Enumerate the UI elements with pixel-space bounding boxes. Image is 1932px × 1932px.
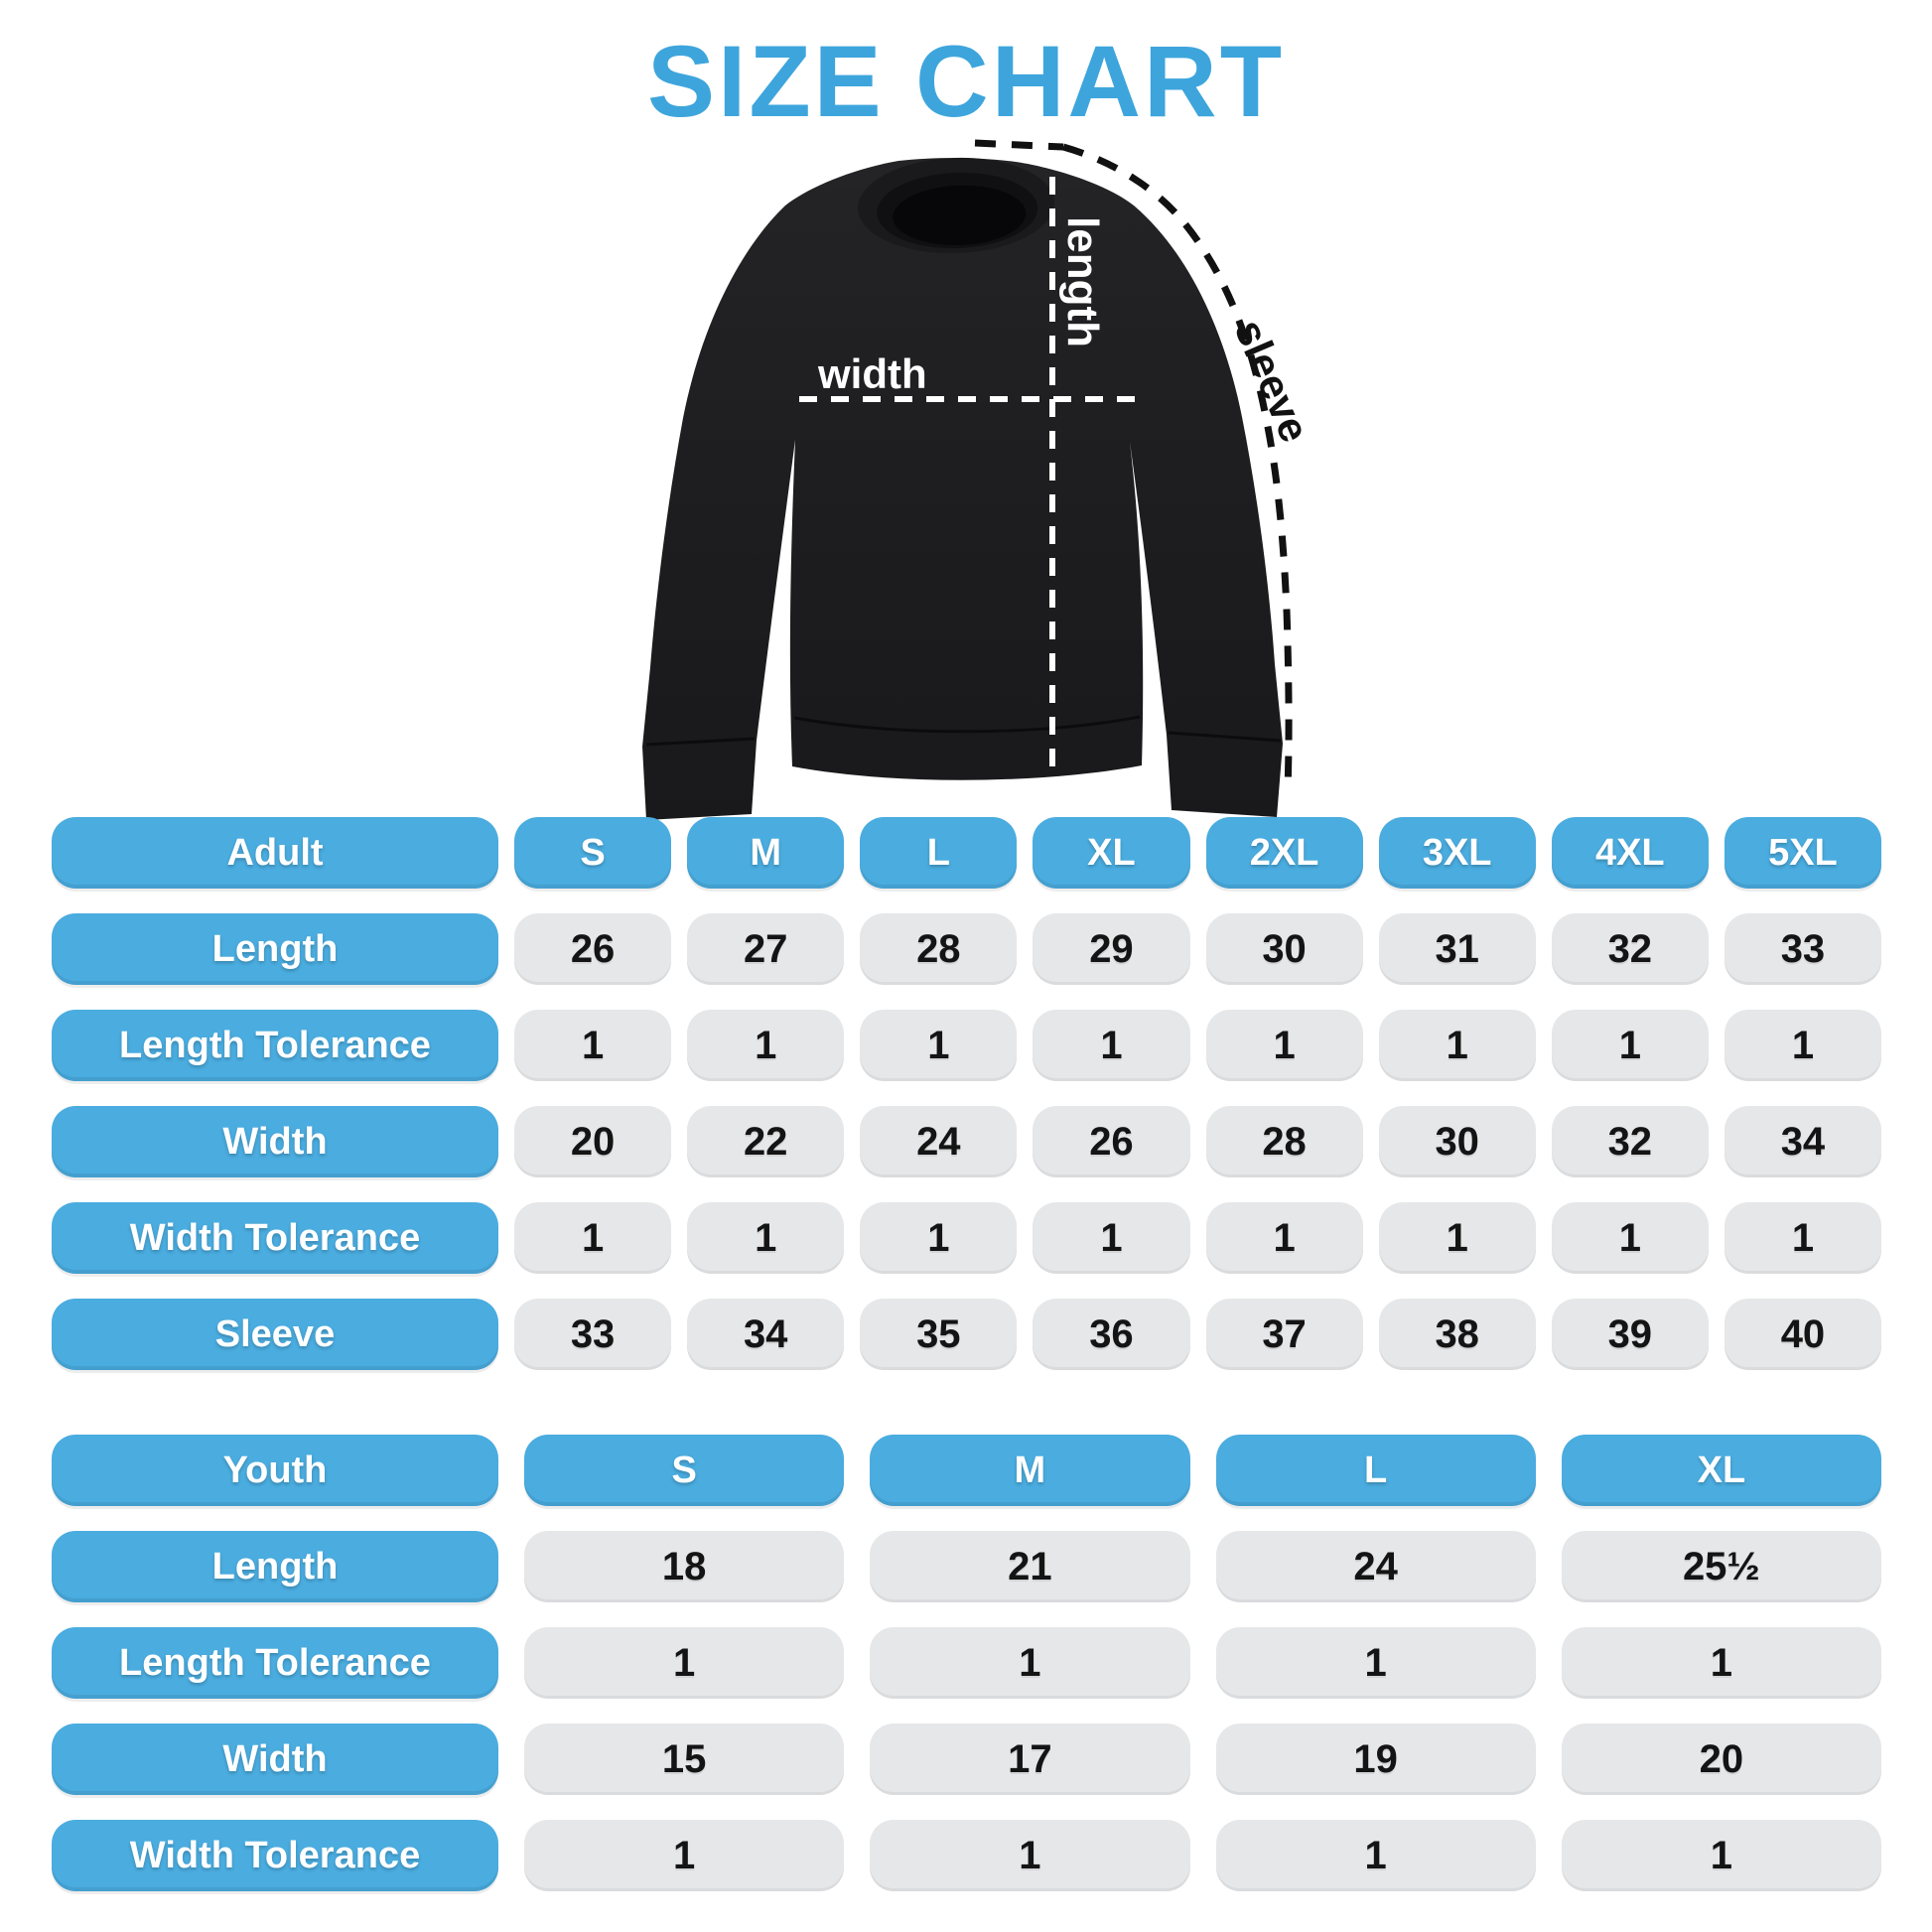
value-cell: 25½: [1561, 1531, 1881, 1602]
sleeve-measure-line: [974, 139, 1293, 792]
size-header-cell: M: [687, 817, 845, 889]
row-label: Length Tolerance: [52, 1627, 498, 1699]
size-header-cell: XL: [1561, 1435, 1881, 1506]
size-header-cell: 5XL: [1724, 817, 1881, 889]
value-cell: 22: [687, 1106, 845, 1177]
value-cell: 15: [524, 1724, 845, 1795]
value-cell: 1: [870, 1627, 1190, 1699]
row-label: Width: [52, 1724, 498, 1795]
value-cell: 33: [1724, 913, 1881, 985]
value-cell: 1: [1215, 1627, 1536, 1699]
collar: [858, 157, 1054, 254]
value-cell: 31: [1378, 913, 1536, 985]
value-cell: 1: [687, 1202, 845, 1274]
size-header-cell: 4XL: [1551, 817, 1709, 889]
value-cell: 34: [687, 1299, 845, 1370]
row-label: Sleeve: [52, 1299, 498, 1370]
size-header-cell: L: [860, 817, 1018, 889]
value-cell: 38: [1378, 1299, 1536, 1370]
size-header-cell: M: [870, 1435, 1190, 1506]
value-cell: 1: [860, 1202, 1018, 1274]
value-cell: 40: [1724, 1299, 1881, 1370]
row-label: Width: [52, 1106, 498, 1177]
row-label: Length: [52, 1531, 498, 1602]
row-label: Length Tolerance: [52, 1010, 498, 1081]
sweatshirt-svg: width length sleeve: [642, 139, 1318, 820]
value-cell: 1: [514, 1202, 672, 1274]
value-cell: 17: [870, 1724, 1190, 1795]
size-chart-title: SIZE CHART: [647, 25, 1285, 138]
value-cell: 1: [870, 1820, 1190, 1891]
value-cell: 1: [1215, 1820, 1536, 1891]
value-cell: 1: [1205, 1010, 1363, 1081]
value-cell: 32: [1551, 1106, 1709, 1177]
adult-size-table: Adult S M L XL 2XL 3XL 4XL 5XL Length 26 27 28 29 30 31…: [52, 817, 1881, 1370]
value-cell: 19: [1215, 1724, 1536, 1795]
size-header-cell: L: [1215, 1435, 1536, 1506]
value-cell: 21: [870, 1531, 1190, 1602]
youth-size-table: Youth S M L XL Length 18 21 24 25½ Length Toleranc…: [52, 1435, 1881, 1891]
size-header-cell: 3XL: [1378, 817, 1536, 889]
value-cell: 26: [514, 913, 672, 985]
right-cuff-seam: [1168, 731, 1282, 743]
value-cell: 30: [1205, 913, 1363, 985]
value-cell: 20: [514, 1106, 672, 1177]
size-header-cell: S: [514, 817, 672, 889]
row-label: Width Tolerance: [52, 1820, 498, 1891]
width-label: width: [817, 350, 927, 397]
value-cell: 20: [1561, 1724, 1881, 1795]
value-cell: 1: [1033, 1010, 1190, 1081]
value-cell: 1: [1033, 1202, 1190, 1274]
left-cuff-seam: [645, 737, 756, 747]
row-label: Length: [52, 913, 498, 985]
value-cell: 39: [1551, 1299, 1709, 1370]
value-cell: 1: [1205, 1202, 1363, 1274]
value-cell: 1: [514, 1010, 672, 1081]
value-cell: 24: [860, 1106, 1018, 1177]
sweatshirt-body: [642, 158, 1283, 820]
hem-seam: [793, 715, 1141, 734]
value-cell: 1: [860, 1010, 1018, 1081]
value-cell: 37: [1205, 1299, 1363, 1370]
row-label: Width Tolerance: [52, 1202, 498, 1274]
value-cell: 1: [687, 1010, 845, 1081]
value-cell: 36: [1033, 1299, 1190, 1370]
value-cell: 24: [1215, 1531, 1536, 1602]
value-cell: 35: [860, 1299, 1018, 1370]
value-cell: 26: [1033, 1106, 1190, 1177]
value-cell: 33: [514, 1299, 672, 1370]
value-cell: 32: [1551, 913, 1709, 985]
value-cell: 1: [1561, 1820, 1881, 1891]
size-header-cell: S: [524, 1435, 845, 1506]
value-cell: 1: [524, 1820, 845, 1891]
value-cell: 1: [1724, 1010, 1881, 1081]
value-cell: 18: [524, 1531, 845, 1602]
size-header-cell: 2XL: [1205, 817, 1363, 889]
value-cell: 34: [1724, 1106, 1881, 1177]
value-cell: 1: [1378, 1202, 1536, 1274]
value-cell: 1: [1561, 1627, 1881, 1699]
sweatshirt-diagram: width length sleeve: [496, 99, 1390, 923]
value-cell: 27: [687, 913, 845, 985]
value-cell: 1: [1724, 1202, 1881, 1274]
value-cell: 29: [1033, 913, 1190, 985]
table-title-cell: Adult: [52, 817, 498, 889]
value-cell: 30: [1378, 1106, 1536, 1177]
value-cell: 1: [1378, 1010, 1536, 1081]
value-cell: 28: [1205, 1106, 1363, 1177]
value-cell: 1: [1551, 1010, 1709, 1081]
length-label: length: [1058, 216, 1107, 347]
size-header-cell: XL: [1033, 817, 1190, 889]
table-title-cell: Youth: [52, 1435, 498, 1506]
value-cell: 28: [860, 913, 1018, 985]
value-cell: 1: [524, 1627, 845, 1699]
value-cell: 1: [1551, 1202, 1709, 1274]
